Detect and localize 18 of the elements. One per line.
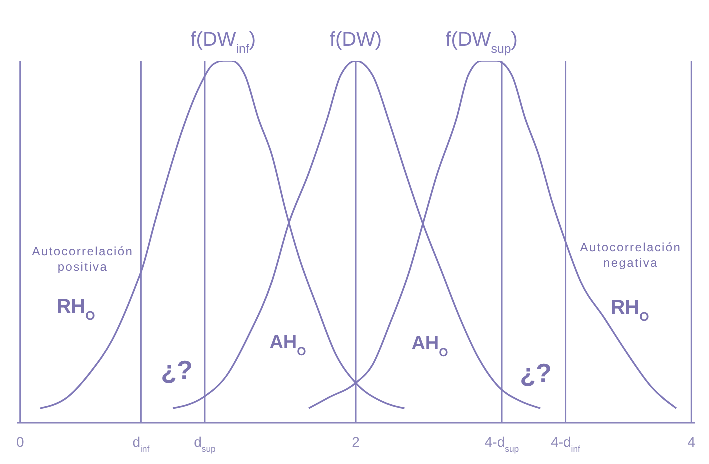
annotation: Autocorrelación negativa — [580, 240, 682, 270]
annotation: RH$_{O}$ — [610, 297, 650, 324]
series-label: f(DW) — [330, 29, 382, 51]
ref-line-label: d$_{inf}$ — [132, 434, 150, 454]
annotation: ¿? — [520, 358, 552, 388]
annotation: RH$_{O}$ — [56, 296, 96, 323]
x-tick-label: 0 — [16, 434, 24, 450]
series-label: f(DW$_{sup}$) — [446, 29, 518, 56]
annotation: Autocorrelación positiva — [32, 244, 134, 274]
x-tick-label: 4 — [688, 434, 696, 450]
annotation: ¿? — [161, 355, 193, 386]
x-tick-label: 2 — [352, 434, 360, 450]
ref-line-label: d$_{sup}$ — [194, 434, 216, 454]
series-label: f(DW$_{inf}$) — [190, 29, 256, 56]
ref-line-label: 4-d$_{sup}$ — [484, 434, 520, 454]
annotation: AH$_{O}$ — [412, 334, 448, 360]
ref-line-label: 4-d$_{inf}$ — [551, 434, 582, 454]
annotation: AH$_{O}$ — [270, 332, 306, 358]
